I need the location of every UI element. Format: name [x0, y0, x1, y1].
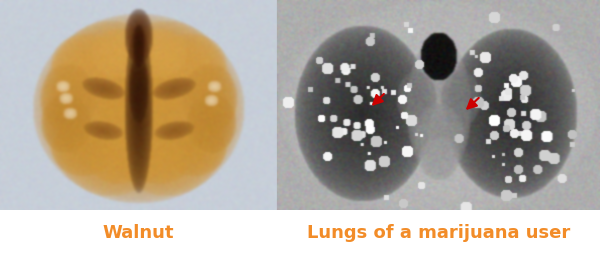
Text: Lungs of a marijuana user: Lungs of a marijuana user [307, 224, 570, 242]
Text: Walnut: Walnut [103, 224, 174, 242]
